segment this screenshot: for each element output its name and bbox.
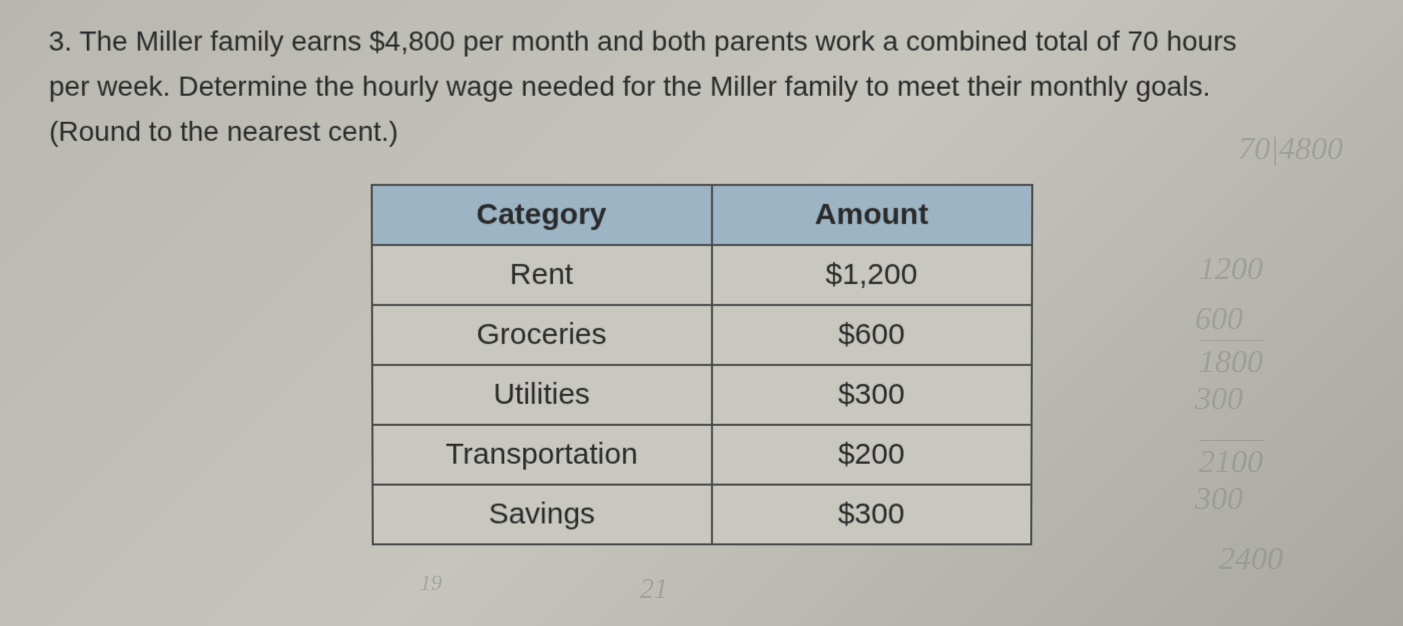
- problem-statement: 3. The Miller family earns $4,800 per mo…: [38, 19, 1364, 154]
- pencil-annotation: 600: [1195, 300, 1243, 337]
- cell-amount: $600: [711, 305, 1031, 365]
- header-amount: Amount: [712, 185, 1032, 245]
- pencil-annotation: 300: [1195, 480, 1243, 517]
- pencil-annotation: 1800: [1199, 340, 1263, 380]
- pencil-annotation: 21: [640, 574, 668, 606]
- pencil-annotation: 2400: [1219, 540, 1283, 577]
- cell-amount: $300: [711, 485, 1030, 545]
- pencil-annotation: 300: [1195, 380, 1243, 417]
- problem-number: 3.: [49, 25, 73, 56]
- cell-category: Transportation: [372, 425, 712, 485]
- problem-line-1: The Miller family earns $4,800 per month…: [79, 25, 1236, 56]
- cell-category: Rent: [371, 245, 711, 305]
- worksheet-page: 3. The Miller family earns $4,800 per mo…: [0, 0, 1403, 566]
- budget-table-wrapper: Category Amount Rent $1,200 Groceries $6…: [39, 184, 1363, 545]
- pencil-annotation: 70|4800: [1238, 130, 1343, 167]
- table-row: Savings $300: [372, 485, 1031, 545]
- cell-amount: $300: [711, 365, 1031, 425]
- cell-amount: $1,200: [711, 245, 1031, 305]
- cell-category: Groceries: [372, 305, 712, 365]
- cell-category: Utilities: [372, 365, 712, 425]
- pencil-annotation: 19: [420, 570, 442, 596]
- table-row: Transportation $200: [372, 425, 1031, 485]
- cell-amount: $200: [711, 425, 1031, 485]
- table-header-row: Category Amount: [371, 185, 1032, 245]
- problem-line-2: per week. Determine the hourly wage need…: [49, 70, 1211, 101]
- table-row: Groceries $600: [372, 305, 1032, 365]
- problem-line-3: (Round to the nearest cent.): [49, 115, 398, 146]
- cell-category: Savings: [372, 485, 711, 545]
- pencil-annotation: 2100: [1199, 440, 1263, 480]
- header-category: Category: [371, 185, 711, 245]
- table-row: Rent $1,200: [371, 245, 1031, 305]
- budget-table: Category Amount Rent $1,200 Groceries $6…: [370, 184, 1033, 545]
- table-row: Utilities $300: [372, 365, 1032, 425]
- pencil-annotation: 1200: [1199, 250, 1263, 287]
